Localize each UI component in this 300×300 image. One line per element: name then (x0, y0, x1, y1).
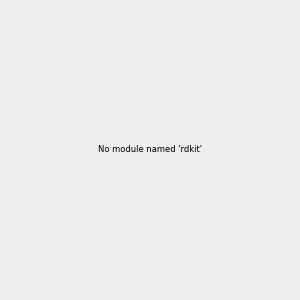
Text: No module named 'rdkit': No module named 'rdkit' (98, 146, 202, 154)
